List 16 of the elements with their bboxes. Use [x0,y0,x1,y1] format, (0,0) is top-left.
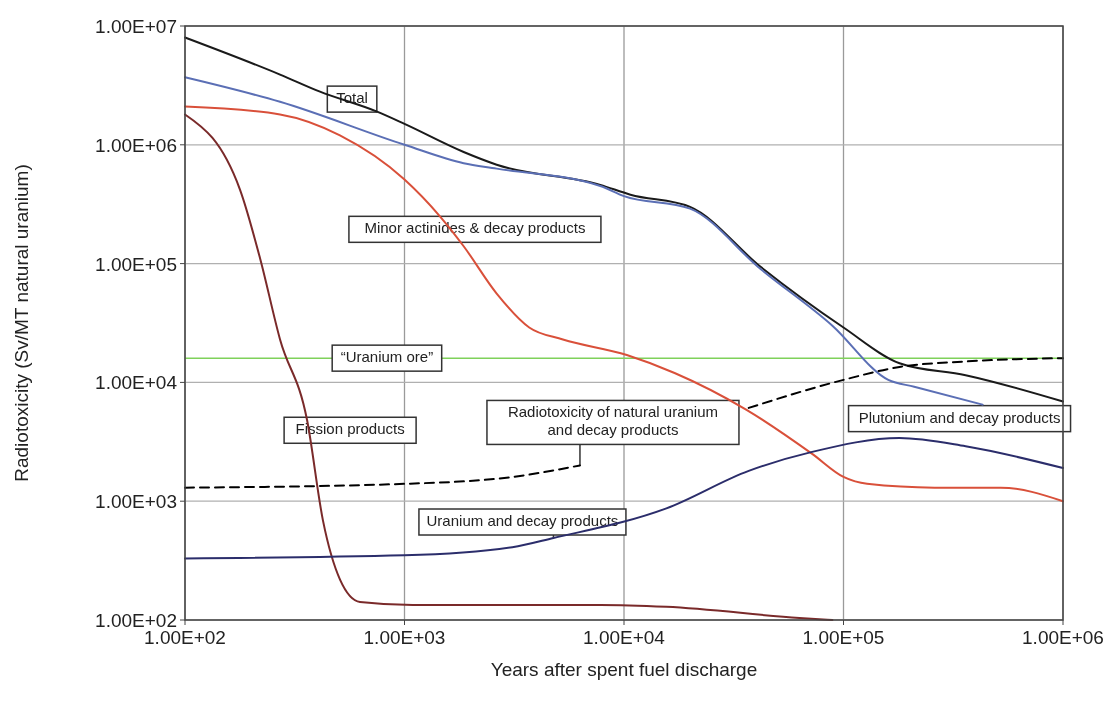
x-axis-title: Years after spent fuel discharge [490,659,758,680]
x-tick-label: 1.00E+03 [363,627,446,648]
annotation: Total [336,89,368,107]
x-tick-label: 1.00E+06 [1022,627,1104,648]
ref-line-label: “Uranium ore” [340,348,434,366]
annotation: Uranium and decay products [426,512,619,529]
annotation: Plutonium and decay products [858,408,1061,426]
x-tick-label: 1.00E+04 [583,627,666,648]
y-axis-title: Radiotoxicity (Sv/MT natural uranium) [11,164,32,482]
y-tick-label: 1.00E+07 [95,16,177,37]
y-tick-label: 1.00E+04 [95,372,178,394]
y-tick-label: 1.00E+03 [95,491,177,513]
y-tick-label: 1.00E+05 [95,253,177,275]
annotation: Radiotoxicity of natural uranium and decay products [507,403,719,439]
x-tick-label: 1.00E+05 [802,627,885,648]
y-tick-label: 1.00E+06 [95,134,177,156]
